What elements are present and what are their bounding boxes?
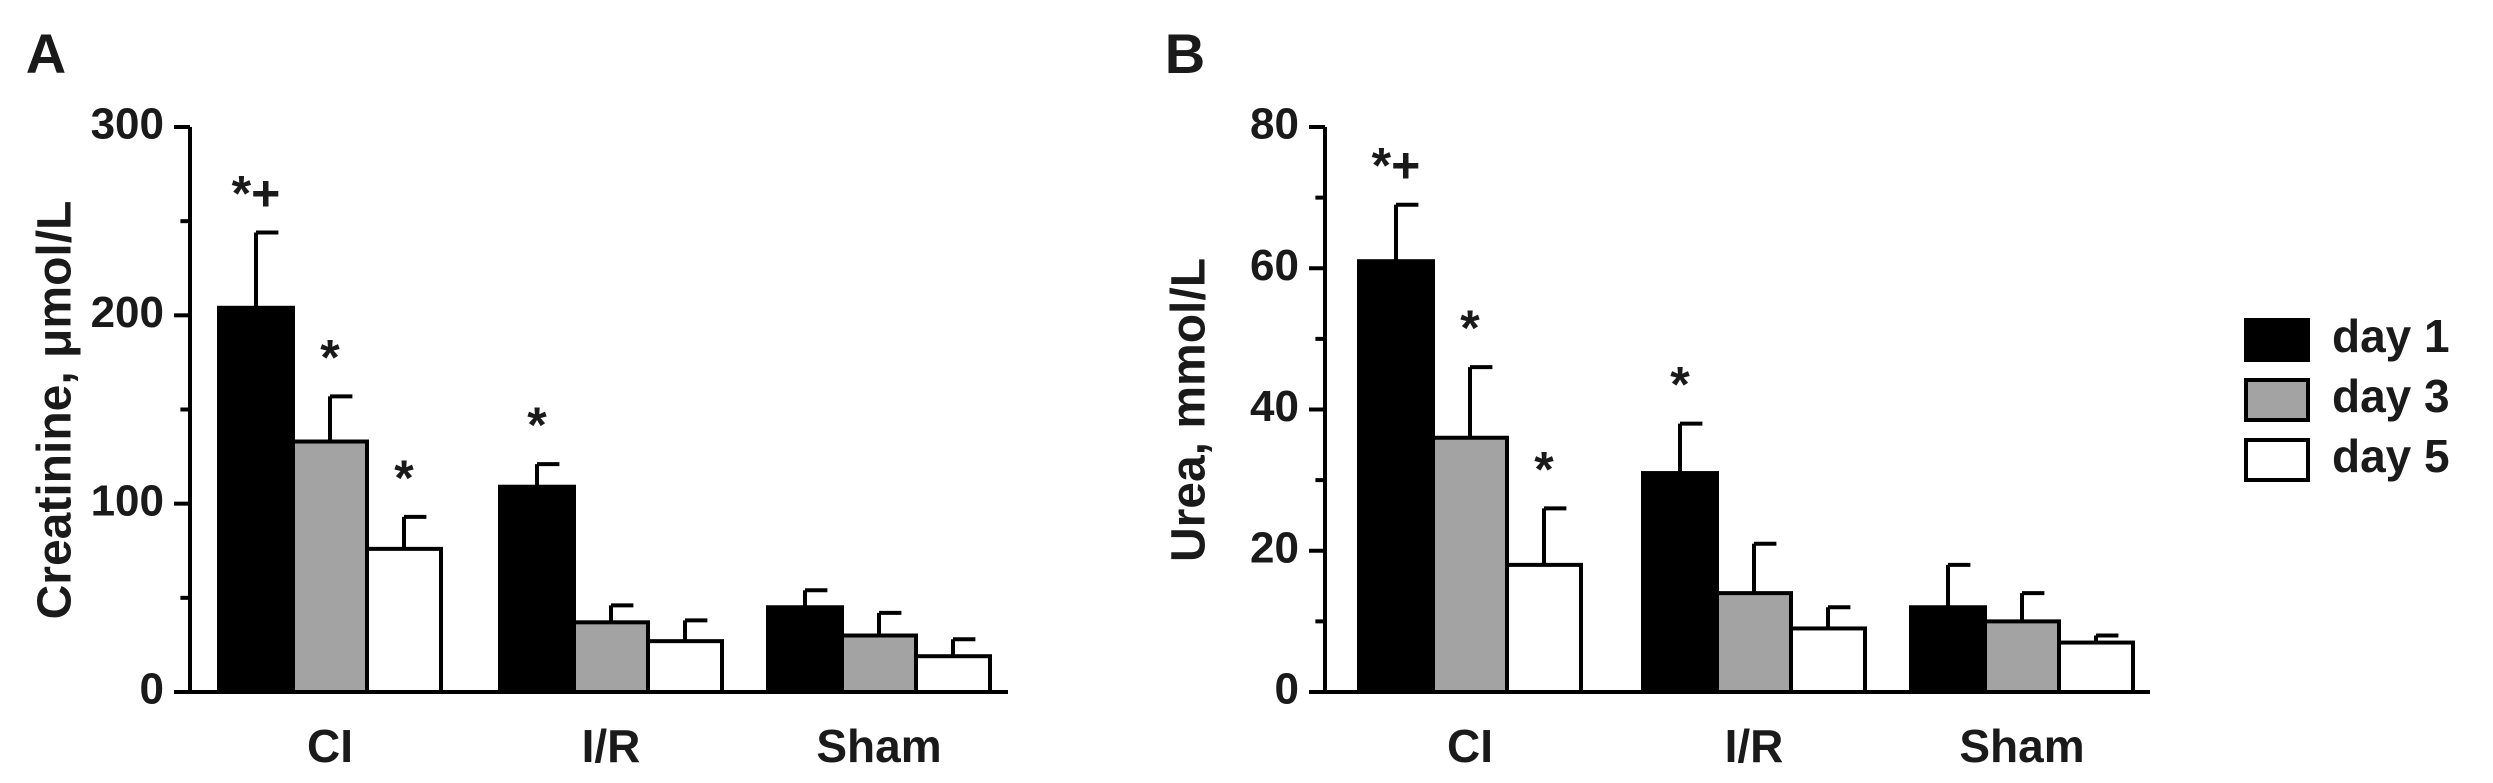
bar-i-r-day-1 bbox=[498, 484, 576, 695]
panel-a: A 0 100 200 300 Creatinine, μmol/L CI I/R Sham *+… bbox=[26, 22, 1008, 772]
category-label-sham: Sham bbox=[816, 720, 941, 772]
category-label-ci: CI bbox=[307, 720, 353, 772]
bar-ci-day-5 bbox=[365, 546, 443, 694]
bar-i-r-day-3 bbox=[572, 620, 650, 694]
legend-swatch-day-5 bbox=[2244, 438, 2310, 482]
legend-swatch-day-3 bbox=[2244, 378, 2310, 422]
bar-i-r-day-3 bbox=[1715, 591, 1793, 694]
legend-swatch-day-1 bbox=[2244, 318, 2310, 362]
category-label-i-r: I/R bbox=[582, 720, 641, 772]
significance-annotation: * bbox=[394, 450, 414, 506]
bar-ci-day-5 bbox=[1505, 562, 1583, 694]
y-tick-label: 300 bbox=[91, 100, 164, 149]
bar-i-r-day-1 bbox=[1641, 471, 1719, 694]
bar-ci-day-3 bbox=[1431, 435, 1509, 694]
category-label-sham: Sham bbox=[1959, 720, 2084, 772]
significance-annotation: *+ bbox=[1372, 138, 1421, 194]
y-tick-label: 100 bbox=[91, 476, 164, 525]
significance-annotation: * bbox=[1460, 300, 1480, 356]
bar-sham-day-1 bbox=[766, 605, 844, 694]
legend: day 1 day 3 day 5 bbox=[2244, 310, 2450, 482]
bar-i-r-day-5 bbox=[646, 639, 724, 695]
bar-sham-day-5 bbox=[914, 654, 992, 695]
significance-annotation: * bbox=[1534, 441, 1554, 497]
panel-b: B 0 20 40 60 80 Urea, mmol/L CI I/R Sham *+ * * * bbox=[1163, 22, 2150, 772]
bar-sham-day-3 bbox=[840, 633, 918, 694]
legend-label-day-5: day 5 bbox=[2332, 430, 2450, 482]
legend-label-day-1: day 1 bbox=[2332, 310, 2450, 362]
category-label-ci: CI bbox=[1447, 720, 1493, 772]
y-tick-label: 20 bbox=[1250, 523, 1299, 572]
bar-sham-day-1 bbox=[1909, 605, 1987, 694]
significance-annotation: *+ bbox=[232, 165, 281, 221]
panel-label: A bbox=[26, 22, 66, 85]
y-tick-label: 0 bbox=[1275, 665, 1299, 714]
bar-i-r-day-5 bbox=[1789, 626, 1867, 694]
y-tick-label: 200 bbox=[91, 288, 164, 337]
y-axis-title: Creatinine, μmol/L bbox=[29, 201, 82, 620]
y-tick-label: 80 bbox=[1250, 100, 1299, 149]
y-tick-label: 60 bbox=[1250, 241, 1299, 290]
significance-annotation: * bbox=[527, 397, 547, 453]
significance-annotation: * bbox=[1670, 357, 1690, 413]
panel-label: B bbox=[1165, 22, 1205, 85]
bar-ci-day-1 bbox=[1357, 259, 1435, 694]
category-label-i-r: I/R bbox=[1725, 720, 1784, 772]
y-tick-label: 0 bbox=[140, 665, 164, 714]
legend-label-day-3: day 3 bbox=[2332, 370, 2450, 422]
y-axis-title: Urea, mmol/L bbox=[1163, 258, 1216, 562]
bar-ci-day-1 bbox=[217, 305, 295, 694]
bar-sham-day-3 bbox=[1983, 619, 2061, 694]
bar-sham-day-5 bbox=[2057, 640, 2135, 694]
y-tick-label: 40 bbox=[1250, 382, 1299, 431]
bar-ci-day-3 bbox=[291, 439, 369, 694]
significance-annotation: * bbox=[320, 329, 340, 385]
